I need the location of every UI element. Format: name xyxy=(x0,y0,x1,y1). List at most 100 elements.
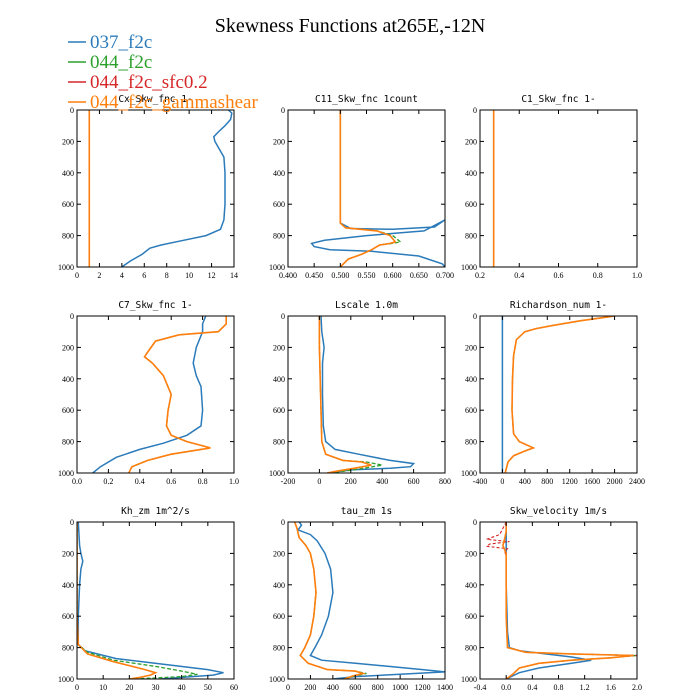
y-tick-label: 800 xyxy=(62,438,74,447)
panel-title: Cx_Skw_fnc 1- xyxy=(118,94,192,105)
x-tick-label: 40 xyxy=(178,683,186,692)
x-tick-label: 0.4 xyxy=(514,271,524,280)
plot-frame xyxy=(287,521,446,680)
x-tick-label: 2 xyxy=(97,271,101,280)
x-tick-label: 0 xyxy=(286,683,290,692)
x-tick-label: 800 xyxy=(541,477,553,486)
x-tick-label: -0.4 xyxy=(474,683,487,692)
y-tick-label: 400 xyxy=(465,375,477,384)
panel-title: Lscale 1.0m xyxy=(335,300,398,311)
panel-title: C11_Skw_fnc 1count xyxy=(315,94,418,105)
y-tick-label: 0 xyxy=(281,106,285,115)
y-tick-label: 600 xyxy=(465,612,477,621)
y-tick-label: 0 xyxy=(473,106,477,115)
panel-title: C7_Skw_fnc 1- xyxy=(118,300,192,311)
x-tick-label: 0.600 xyxy=(384,271,402,280)
x-tick-label: 1.6 xyxy=(606,683,616,692)
plot-frame xyxy=(76,521,235,680)
legend-label: 044_f2c xyxy=(90,52,152,73)
y-tick-label: 1000 xyxy=(58,263,74,272)
x-tick-label: 0.8 xyxy=(198,477,208,486)
y-tick-label: 400 xyxy=(273,375,285,384)
x-tick-label: 1200 xyxy=(415,683,431,692)
x-tick-label: 20 xyxy=(125,683,133,692)
x-tick-label: 10 xyxy=(99,683,107,692)
x-tick-label: 4 xyxy=(120,271,124,280)
panel-4: Lscale 1.0m 0 200 400 600 800 1000-200 0 200 400 6… xyxy=(269,300,451,486)
y-tick-label: 0 xyxy=(281,312,285,321)
x-tick-label: 12 xyxy=(208,271,216,280)
legend: 037_f2c044_f2c044_f2c_sfc0.2044_f2c_gamm… xyxy=(68,32,258,113)
y-tick-label: 600 xyxy=(273,406,285,415)
x-tick-label: 800 xyxy=(372,683,384,692)
x-tick-label: 0 xyxy=(317,477,321,486)
plot-frame xyxy=(76,315,235,474)
x-tick-label: 0.8 xyxy=(554,683,564,692)
x-tick-label: 0.450 xyxy=(305,271,323,280)
x-tick-label: 0.6 xyxy=(554,271,564,280)
x-tick-label: 1.0 xyxy=(229,477,239,486)
y-tick-label: 200 xyxy=(465,343,477,352)
y-tick-label: 800 xyxy=(273,232,285,241)
y-tick-label: 200 xyxy=(273,343,285,352)
y-tick-label: 1000 xyxy=(58,675,74,684)
panel-title: Skw_velocity 1m/s xyxy=(510,506,607,517)
y-tick-label: 0 xyxy=(70,106,74,115)
panel-title: Kh_zm 1m^2/s xyxy=(121,506,190,517)
x-tick-label: 2.0 xyxy=(632,683,642,692)
series-line-037_f2c xyxy=(310,110,445,267)
y-tick-label: 0 xyxy=(70,312,74,321)
series-line-044_f2c_sfc0.2 xyxy=(504,316,615,473)
y-tick-label: 400 xyxy=(273,169,285,178)
y-tick-label: 600 xyxy=(62,200,74,209)
x-tick-label: 0.6 xyxy=(166,477,176,486)
y-tick-label: 0 xyxy=(473,312,477,321)
x-tick-label: -400 xyxy=(473,477,488,486)
x-tick-label: 14 xyxy=(230,271,238,280)
y-tick-label: 400 xyxy=(273,581,285,590)
y-tick-label: 800 xyxy=(62,644,74,653)
x-tick-label: 1200 xyxy=(562,477,578,486)
y-tick-label: 600 xyxy=(62,612,74,621)
y-tick-label: 200 xyxy=(465,549,477,558)
x-tick-label: 0.0 xyxy=(501,683,511,692)
x-tick-label: 2000 xyxy=(607,477,623,486)
x-tick-label: 1400 xyxy=(437,683,453,692)
y-tick-label: 0 xyxy=(473,518,477,527)
series-line-037_f2c xyxy=(320,316,416,473)
y-tick-label: 400 xyxy=(62,375,74,384)
x-tick-label: 600 xyxy=(349,683,361,692)
plot-frame xyxy=(76,109,235,268)
panel-1: C11_Skw_fnc 1count 0 200 400 600 800 10000.400… xyxy=(269,94,454,280)
x-tick-label: 0.8 xyxy=(593,271,603,280)
y-tick-label: 1000 xyxy=(269,469,285,478)
y-tick-label: 400 xyxy=(62,581,74,590)
y-tick-label: 800 xyxy=(465,438,477,447)
x-tick-label: 0.400 xyxy=(279,271,297,280)
series-line-044_f2c_sfc0.2 xyxy=(318,316,372,473)
x-tick-label: 0.2 xyxy=(475,271,485,280)
y-tick-label: 800 xyxy=(465,644,477,653)
y-tick-label: 400 xyxy=(62,169,74,178)
series-line-044_f2c xyxy=(318,316,383,473)
y-tick-label: 0 xyxy=(70,518,74,527)
legend-label: 044_f2c_sfc0.2 xyxy=(90,72,208,93)
y-tick-label: 200 xyxy=(465,137,477,146)
y-tick-label: 200 xyxy=(62,343,74,352)
plot-frame xyxy=(479,109,638,268)
panel-title: C1_Skw_fnc 1- xyxy=(521,94,595,105)
x-tick-label: -200 xyxy=(281,477,296,486)
series-line-044_f2c_sfc0.2 xyxy=(128,316,227,473)
y-tick-label: 1000 xyxy=(461,675,477,684)
series-line-044_f2c xyxy=(77,522,198,679)
x-tick-label: 6 xyxy=(142,271,146,280)
y-tick-label: 200 xyxy=(62,137,74,146)
x-tick-label: 0.0 xyxy=(72,477,82,486)
series-line-037_f2c xyxy=(505,522,592,679)
x-tick-label: 200 xyxy=(345,477,357,486)
y-tick-label: 200 xyxy=(273,549,285,558)
